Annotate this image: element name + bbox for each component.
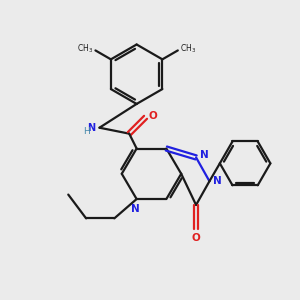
Text: N: N <box>200 150 208 160</box>
Text: O: O <box>148 111 157 121</box>
Text: CH$_3$: CH$_3$ <box>77 43 93 55</box>
Text: N: N <box>131 204 140 214</box>
Text: N: N <box>87 123 95 133</box>
Text: H: H <box>83 127 89 136</box>
Text: CH$_3$: CH$_3$ <box>180 43 196 55</box>
Text: N: N <box>213 176 222 186</box>
Text: O: O <box>192 233 200 243</box>
